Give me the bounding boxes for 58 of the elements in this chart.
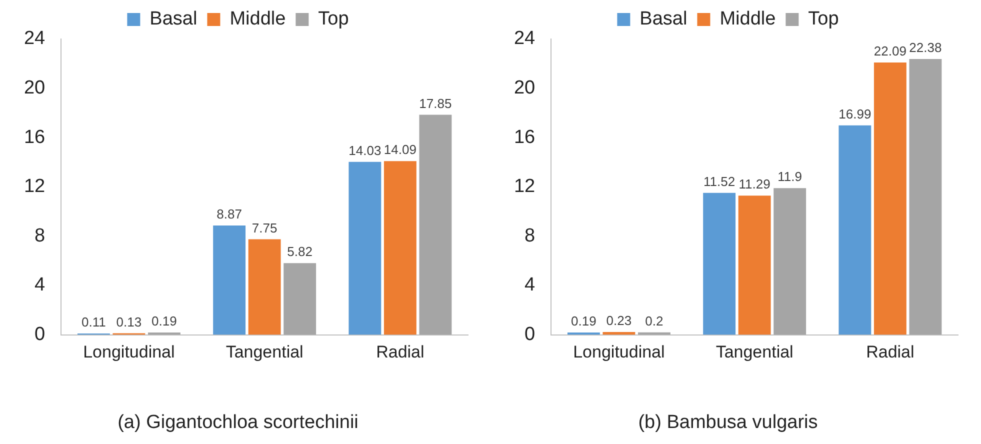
y-tick-label: 12 [24,176,46,198]
y-tick-label: 4 [524,274,536,296]
bar [213,225,246,335]
bar [774,188,806,335]
x-tick-label: Radial [376,342,424,362]
data-label: 8.87 [216,206,242,222]
data-label: 7.75 [252,220,278,236]
data-label: 22.38 [909,40,942,56]
y-tick-label: 20 [24,78,46,99]
x-tick-label: Longitudinal [573,342,665,362]
legend-label: Middle [720,8,776,30]
y-tick-label: 24 [514,28,536,50]
data-label: 14.03 [348,142,382,158]
text: (b) Bambusa vulgaris [638,412,818,433]
y-tick-label: 16 [514,126,536,148]
data-label: 11.52 [704,174,736,189]
bar [284,263,316,335]
bar [703,192,736,335]
y-tick-label: 24 [24,28,46,50]
data-label: 0.13 [116,314,142,330]
bar [419,114,452,335]
data-label: 17.85 [419,96,452,111]
data-label: 0.23 [606,313,632,328]
legend-label: Middle [230,8,286,30]
data-label: 0.19 [152,314,177,329]
data-label: 22.09 [874,44,906,59]
y-tick-label: 8 [34,225,46,246]
y-tick-label: 12 [514,176,536,198]
bar [384,161,416,335]
y-tick-label: 0 [34,324,46,346]
bar [838,125,872,335]
bar [874,62,906,335]
bar [909,58,942,335]
data-label: 0.11 [82,314,106,330]
x-tick-label: Tangential [716,342,794,362]
y-tick-label: 0 [524,324,536,346]
legend-label: Top [808,8,839,30]
data-label: 11.29 [738,176,770,192]
data-label: 11.9 [778,169,802,184]
y-tick-label: 4 [34,274,46,296]
legend-label: Top [318,8,349,30]
y-tick-label: 20 [514,78,536,99]
bar [248,239,281,335]
text: (a) Gigantochloa scortechinii [118,412,358,433]
legend-label: Basal [150,8,198,30]
data-label: 16.99 [838,106,872,122]
x-tick-label: Tangential [226,342,304,362]
data-label: 14.09 [384,142,416,158]
bar [348,162,382,335]
y-tick-label: 8 [524,225,536,246]
x-tick-label: Longitudinal [83,342,175,362]
data-label: 5.82 [287,244,312,260]
x-tick-label: Radial [866,342,914,362]
y-tick-label: 16 [24,126,46,148]
data-label: 0.2 [645,313,664,328]
data-label: 0.19 [571,314,596,329]
bar [738,196,771,335]
legend-label: Basal [640,8,688,30]
